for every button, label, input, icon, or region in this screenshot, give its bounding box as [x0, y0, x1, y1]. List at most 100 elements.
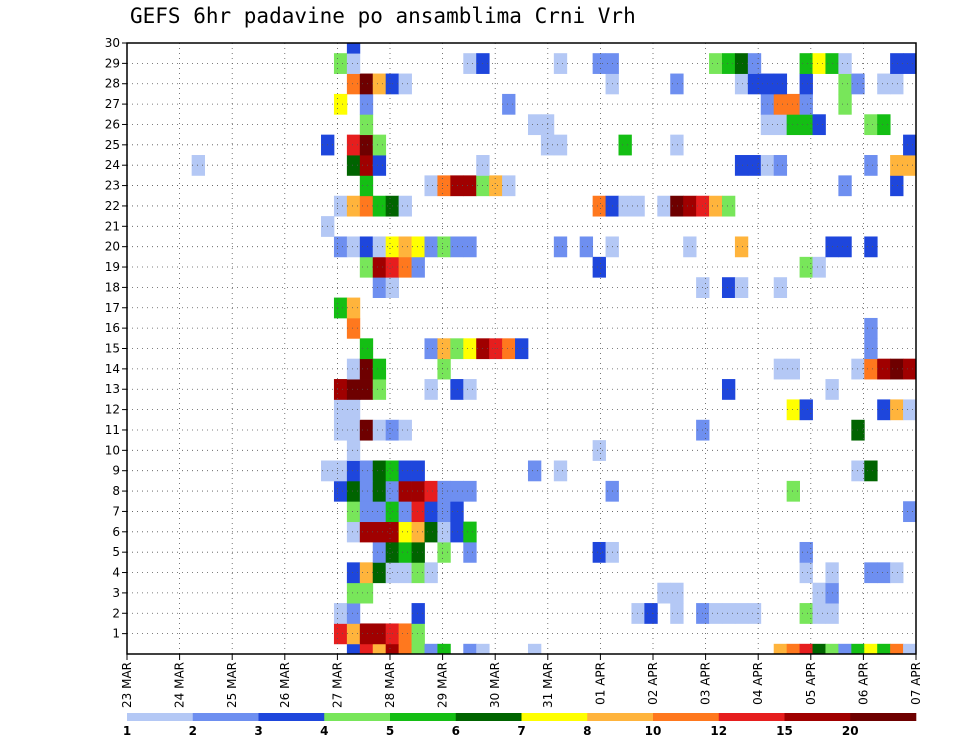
heatmap-cell [372, 562, 387, 584]
y-tick-label: 28 [105, 77, 120, 91]
heatmap-cell [709, 53, 723, 74]
x-tick-label: 23 MAR [120, 662, 134, 708]
heatmap-cell [799, 643, 813, 655]
legend-label: 6 [452, 724, 460, 738]
heatmap-cell [346, 440, 361, 461]
heatmap-cell [838, 236, 852, 258]
heatmap-cell [437, 175, 451, 197]
heatmap-cell [747, 53, 762, 74]
heatmap-cell [670, 195, 684, 217]
heatmap-cell [799, 53, 813, 74]
heatmap-cell [359, 460, 374, 482]
heatmap-cell [877, 562, 891, 584]
y-tick-label: 30 [105, 36, 120, 50]
y-tick-label: 10 [105, 443, 120, 457]
heatmap-cell [437, 541, 451, 563]
heatmap-cell [411, 256, 425, 278]
heatmap-cell [359, 73, 374, 95]
heatmap-cell [721, 379, 736, 400]
legend-swatch [784, 713, 851, 721]
heatmap-cell [463, 541, 477, 563]
heatmap-cell [333, 53, 348, 74]
x-tick-label: 29 MAR [436, 662, 450, 708]
legend-swatch [850, 713, 917, 721]
heatmap-cell [721, 195, 736, 217]
heatmap-cell [359, 93, 374, 115]
heatmap-cell [877, 114, 891, 136]
heatmap-cell [346, 623, 361, 645]
heatmap-cell [411, 603, 425, 624]
heatmap-cell [838, 643, 852, 655]
heatmap-cell [372, 358, 387, 380]
heatmap-cell [359, 582, 374, 604]
heatmap-cell [734, 603, 749, 624]
heatmap-cell [346, 582, 361, 604]
y-tick-label: 25 [105, 138, 120, 152]
heatmap-cell [333, 623, 348, 645]
heatmap-cell [721, 53, 736, 74]
heatmap-cell [890, 643, 904, 655]
heatmap-cell [346, 53, 361, 74]
heatmap-cell [773, 155, 788, 176]
heatmap-cell [359, 195, 374, 217]
heatmap-cell [346, 358, 361, 380]
heatmap-cell [773, 73, 788, 95]
heatmap-cell [424, 643, 438, 655]
legend-label: 2 [189, 724, 197, 738]
heatmap-cell [359, 134, 374, 156]
heatmap-cell [372, 379, 387, 400]
heatmap-cell [773, 358, 788, 380]
legend-label: 7 [517, 724, 525, 738]
heatmap-cell [333, 236, 348, 258]
y-tick-label: 8 [112, 484, 120, 498]
heatmap-cell [398, 73, 412, 95]
heatmap-cell [683, 195, 697, 217]
heatmap-cell [773, 114, 788, 136]
heatmap-cell [838, 175, 852, 197]
heatmap-cell [398, 623, 412, 645]
y-tick-label: 5 [112, 545, 120, 559]
heatmap-cell [346, 155, 361, 176]
heatmap-cell [346, 603, 361, 624]
heatmap-cell [527, 643, 542, 655]
heatmap-cell [424, 521, 438, 543]
y-tick-label: 21 [105, 219, 120, 233]
heatmap-cell [359, 256, 374, 278]
legend: 1 2 3 4 5 6 7 8 10 12 15 20 [123, 713, 917, 738]
heatmap-cell [502, 175, 516, 197]
heatmap-cell [502, 338, 516, 360]
heatmap-cell [398, 541, 412, 563]
heatmap-cell [437, 521, 451, 543]
legend-label: 4 [320, 724, 328, 738]
heatmap-cell [463, 379, 477, 400]
heatmap-cell [346, 399, 361, 421]
heatmap-cell [372, 256, 387, 278]
y-tick-label: 23 [105, 179, 120, 193]
heatmap-cell [398, 501, 412, 523]
heatmap-cell [346, 297, 361, 319]
heatmap-cell [411, 562, 425, 584]
heatmap-cell [359, 623, 374, 645]
heatmap-cell [333, 460, 348, 482]
heatmap-cell [527, 460, 542, 482]
heatmap-cell [864, 562, 878, 584]
y-tick-label: 2 [112, 606, 120, 620]
heatmap-cell [346, 236, 361, 258]
chart-title: GEFS 6hr padavine po ansamblima Crni Vrh [130, 4, 636, 28]
heatmap-cell [709, 603, 723, 624]
heatmap-cell [903, 643, 917, 655]
heatmap-cell [398, 419, 412, 441]
heatmap-cell [812, 256, 826, 278]
heatmap-cell [359, 501, 374, 523]
heatmap-cell [825, 643, 839, 655]
heatmap-cell [346, 317, 361, 339]
heatmap-cell [553, 460, 568, 482]
cell-layer [191, 43, 917, 655]
legend-swatch [258, 713, 325, 721]
heatmap-cell [631, 603, 645, 624]
y-tick-label: 3 [112, 586, 120, 600]
heatmap-cell [747, 73, 762, 95]
heatmap-cell [890, 399, 904, 421]
x-tick-label: 26 MAR [278, 662, 292, 708]
